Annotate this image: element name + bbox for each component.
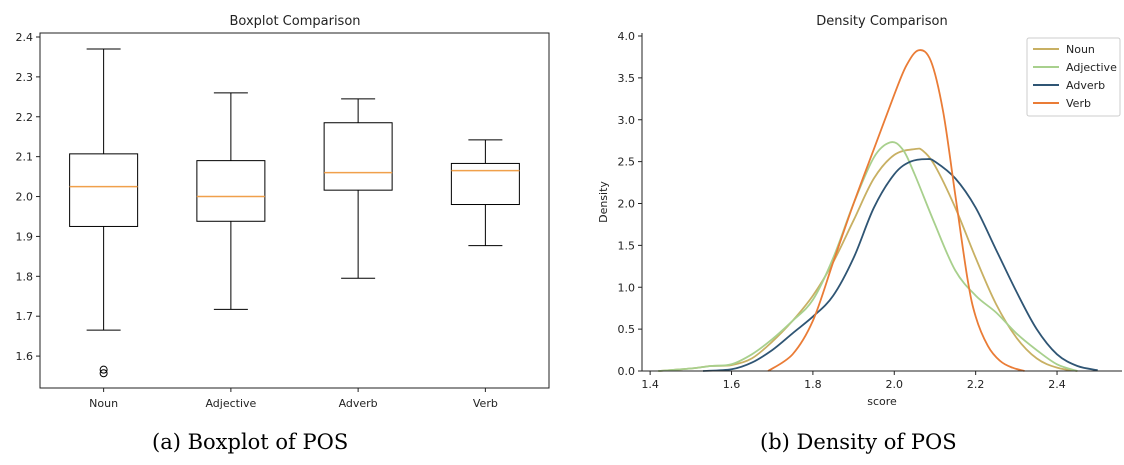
iqr-box <box>196 160 266 222</box>
legend-item-adverb: Adverb <box>1033 79 1105 92</box>
boxplot-chart: Boxplot Comparison 1.6 1.7 1.8 1.9 2.0 2.1 2.2… <box>16 14 550 410</box>
x-tick-label: Noun <box>89 397 118 410</box>
y-tick-label: 2.2 <box>16 111 34 124</box>
outlier-point <box>99 365 108 374</box>
y-tick-label: 0.5 <box>618 323 636 336</box>
y-tick-label: 2.5 <box>618 156 636 169</box>
y-tick-label: 0.0 <box>618 365 636 378</box>
y-tick-label: 2.0 <box>618 198 636 211</box>
boxplot-y-axis: 1.6 1.7 1.8 1.9 2.0 2.1 2.2 2.3 2.4 <box>16 31 40 363</box>
legend-label: Noun <box>1066 43 1095 56</box>
density-y-label: Density <box>597 181 610 223</box>
y-tick-label: 3.5 <box>618 72 636 85</box>
density-x-axis: 1.4 1.6 1.8 2.0 2.2 2.4 <box>641 371 1066 391</box>
legend-item-adjective: Adjective <box>1033 61 1117 74</box>
density-line-adverb <box>702 158 1098 372</box>
y-tick-label: 2.0 <box>16 191 34 204</box>
legend-label: Adjective <box>1066 61 1117 74</box>
density-y-axis: 0.0 0.5 1.0 1.5 2.0 2.5 3.0 3.5 4.0 <box>618 30 642 378</box>
box-noun <box>69 48 139 378</box>
y-tick-label: 3.0 <box>618 114 636 127</box>
legend-item-noun: Noun <box>1033 43 1095 56</box>
x-tick-label: 1.4 <box>641 378 659 391</box>
legend-item-verb: Verb <box>1033 97 1091 110</box>
y-tick-label: 1.8 <box>16 270 34 283</box>
iqr-box <box>323 122 393 191</box>
y-tick-label: 2.1 <box>16 151 34 164</box>
outlier-point <box>99 369 108 378</box>
caption-right: (b) Density of POS <box>760 430 957 454</box>
caption-left: (a) Boxplot of POS <box>152 430 349 454</box>
iqr-box <box>69 153 139 227</box>
y-tick-label: 4.0 <box>618 30 636 43</box>
x-tick-label: 1.8 <box>804 378 822 391</box>
y-tick-label: 1.0 <box>618 281 636 294</box>
boxplot-x-axis: Noun Adjective Adverb Verb <box>89 388 498 410</box>
y-tick-label: 2.4 <box>16 31 34 44</box>
box-verb <box>450 139 520 247</box>
x-tick-label: Adverb <box>339 397 378 410</box>
y-tick-label: 1.9 <box>16 230 34 243</box>
x-tick-label: Verb <box>473 397 498 410</box>
legend-label: Verb <box>1066 97 1091 110</box>
boxplot-marks <box>69 48 520 378</box>
density-legend: Noun Adjective Adverb Verb <box>1026 37 1121 117</box>
density-x-label: score <box>867 395 897 408</box>
density-chart: Density Comparison 0.0 0.5 1.0 1.5 2.0 2.5 3.0… <box>597 14 1122 408</box>
legend-frame <box>1026 37 1121 117</box>
y-tick-label: 2.3 <box>16 71 34 84</box>
density-line-verb <box>767 49 1025 372</box>
legend-label: Adverb <box>1066 79 1105 92</box>
x-tick-label: 1.6 <box>723 378 741 391</box>
y-tick-label: 1.7 <box>16 310 34 323</box>
y-tick-label: 1.5 <box>618 239 636 252</box>
iqr-box <box>450 162 520 206</box>
x-tick-label: 2.4 <box>1048 378 1066 391</box>
density-title: Density Comparison <box>816 14 947 29</box>
density-line-adjective <box>658 141 1078 372</box>
y-tick-label: 1.6 <box>16 350 34 363</box>
boxplot-plot-frame <box>39 32 550 389</box>
x-tick-label: 2.2 <box>967 378 985 391</box>
box-adjective <box>196 92 266 310</box>
x-tick-label: Adjective <box>205 397 256 410</box>
x-tick-label: 2.0 <box>886 378 904 391</box>
box-adverb <box>323 98 393 279</box>
density-lines <box>658 49 1098 372</box>
boxplot-title: Boxplot Comparison <box>229 14 360 29</box>
density-line-noun <box>658 147 1078 372</box>
